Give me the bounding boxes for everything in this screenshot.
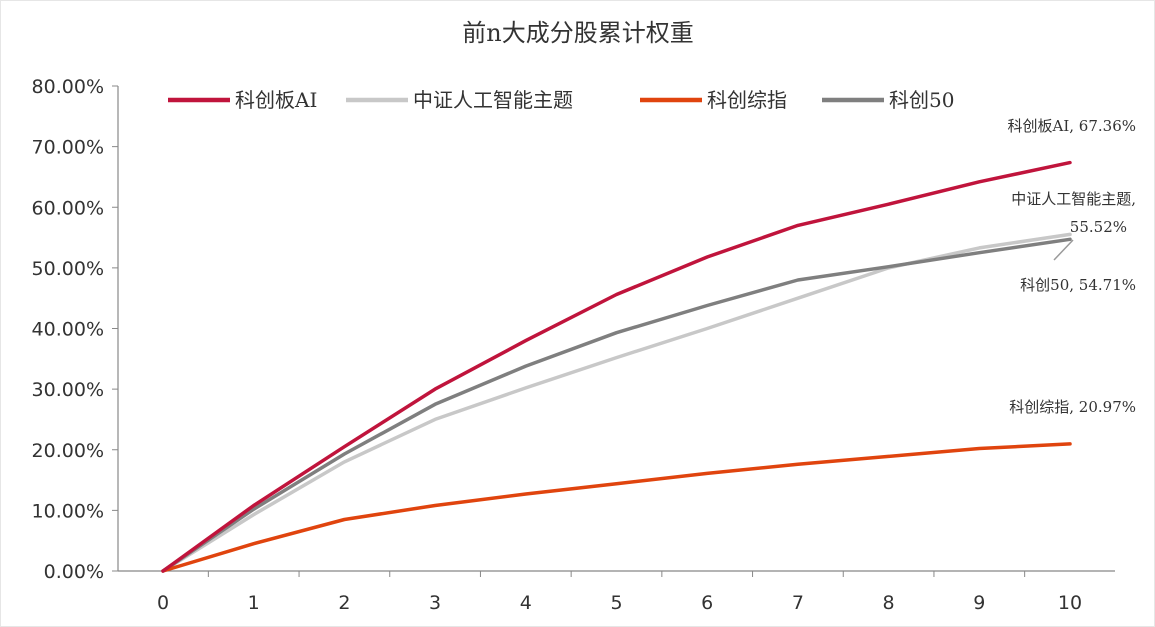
data-label: 科创综指, 20.97% bbox=[1009, 398, 1136, 416]
y-tick-label: 80.00% bbox=[32, 76, 104, 98]
y-tick-label: 10.00% bbox=[32, 500, 104, 522]
data-label: 中证人工智能主题, bbox=[1011, 190, 1136, 208]
x-tick-label: 1 bbox=[248, 592, 260, 614]
x-tick-label: 0 bbox=[157, 592, 169, 614]
y-tick-label: 0.00% bbox=[44, 561, 104, 583]
series-line-3 bbox=[161, 237, 1072, 573]
y-tick-label: 70.00% bbox=[32, 137, 104, 159]
y-tick-label: 40.00% bbox=[32, 319, 104, 341]
data-label: 科创板AI, 67.36% bbox=[1008, 117, 1137, 135]
y-tick-label: 30.00% bbox=[32, 379, 104, 401]
label-leader-line bbox=[1053, 239, 1074, 261]
y-tick-label: 50.00% bbox=[32, 258, 104, 280]
series-line-1 bbox=[161, 232, 1072, 573]
x-tick-label: 3 bbox=[429, 592, 441, 614]
series-line-0 bbox=[161, 160, 1072, 573]
legend-label: 中证人工智能主题 bbox=[413, 88, 573, 112]
x-tick-label: 5 bbox=[610, 592, 622, 614]
x-tick-label: 4 bbox=[520, 592, 532, 614]
annotations: 科创板AI, 67.36% 中证人工智能主题, 55.52% 科创50, 54.71%… bbox=[1008, 117, 1137, 416]
series-lines bbox=[161, 160, 1072, 573]
x-tick-label: 9 bbox=[973, 592, 985, 614]
data-label: 科创50, 54.71% bbox=[1020, 276, 1136, 294]
x-tick-label: 6 bbox=[701, 592, 713, 614]
legend: 科创板AI 中证人工智能主题 科创综指 科创50 bbox=[168, 88, 954, 112]
data-label: 55.52% bbox=[1070, 218, 1127, 236]
x-tick-label: 10 bbox=[1058, 592, 1082, 614]
legend-label: 科创综指 bbox=[707, 88, 787, 112]
axes: 0.00% 10.00% 20.00% 30.00% 40.00% 50.00% 60.00… bbox=[32, 76, 1115, 614]
x-tick-label: 8 bbox=[883, 592, 895, 614]
x-tick-label: 2 bbox=[338, 592, 350, 614]
series-line-2 bbox=[161, 442, 1072, 573]
legend-label: 科创板AI bbox=[235, 88, 317, 112]
legend-label: 科创50 bbox=[889, 88, 954, 112]
x-tick-label: 7 bbox=[792, 592, 804, 614]
chart-title: 前n大成分股累计权重 bbox=[462, 19, 693, 47]
y-tick-label: 20.00% bbox=[32, 440, 104, 462]
y-tick-label: 60.00% bbox=[32, 197, 104, 219]
